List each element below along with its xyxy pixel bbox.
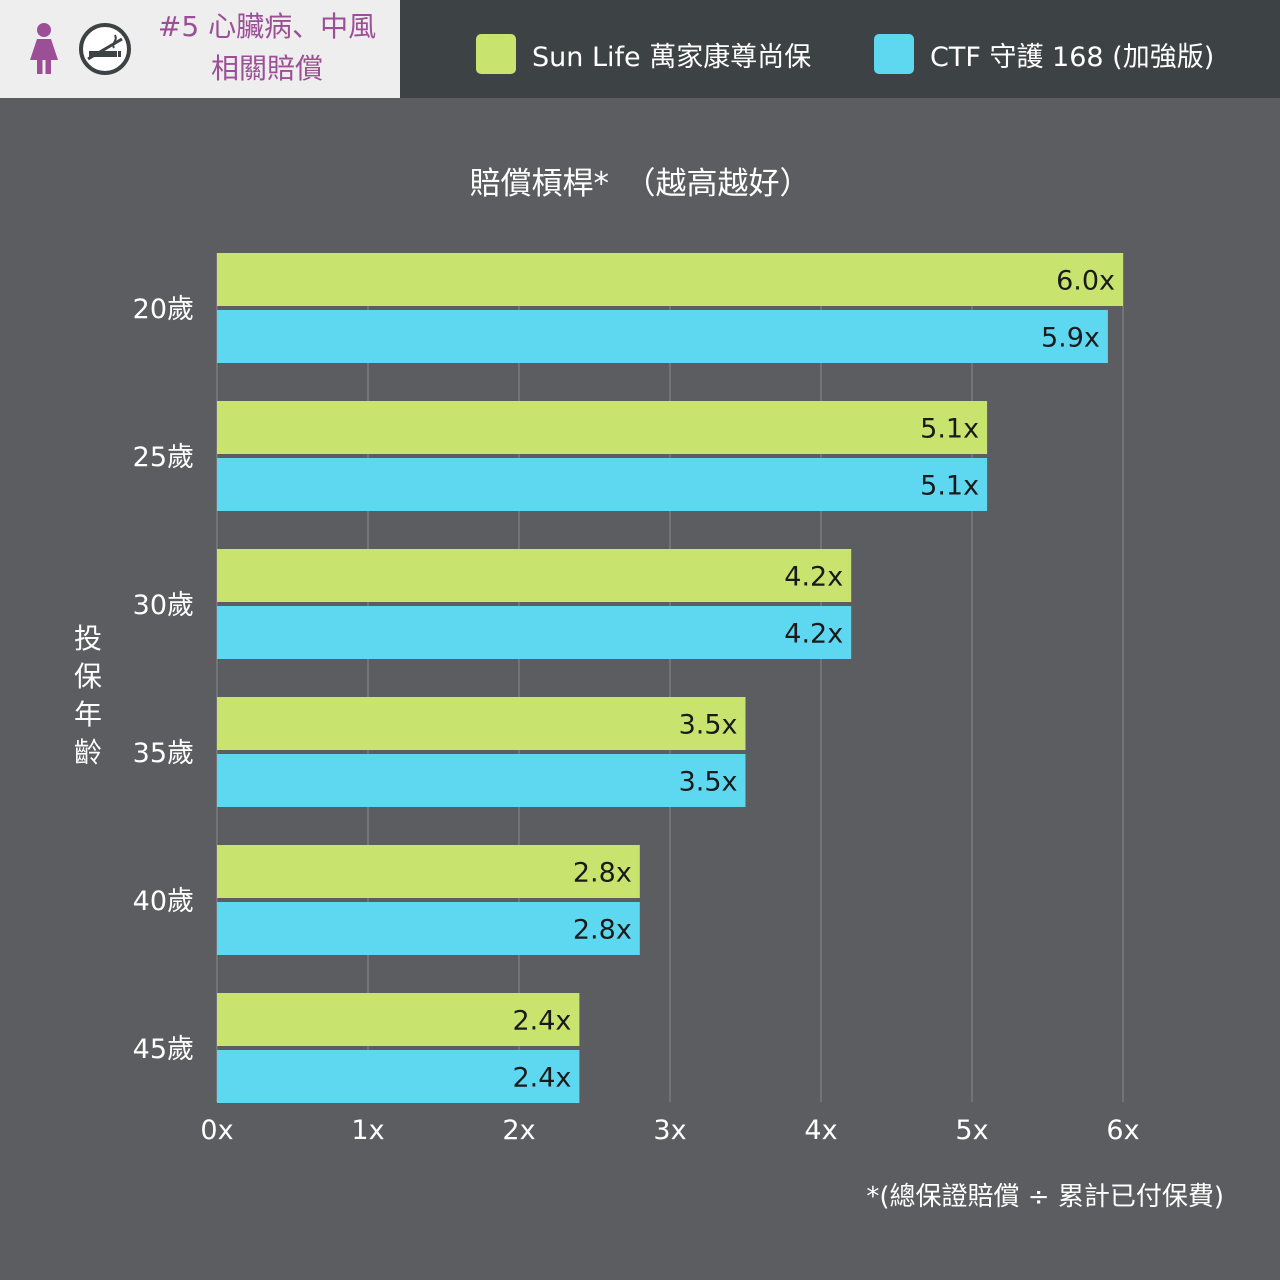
category-label-3: 35歲 [133, 738, 194, 769]
legend-label-ctf: CTF 守護 168 (加強版) [930, 41, 1215, 73]
data-label-1-5: 2.4x [512, 1063, 571, 1094]
bar-0-4 [217, 845, 640, 898]
bar-0-1 [217, 401, 988, 454]
x-tick-label-6: 6x [1106, 1115, 1139, 1146]
bar-1-5 [217, 1050, 580, 1103]
data-label-1-2: 4.2x [784, 619, 843, 650]
legend-item-sunlife: Sun Life 萬家康尊尚保 [476, 33, 811, 75]
legend-swatch-ctf [874, 34, 914, 74]
data-label-1-3: 3.5x [679, 767, 738, 798]
data-label-0-2: 4.2x [784, 562, 843, 593]
data-label-1-0: 5.9x [1041, 323, 1100, 354]
y-axis-label-char-0: 投 [73, 622, 102, 655]
badge-title-line2: 相關賠償 [210, 52, 323, 85]
category-badge: #5 心臟病、中風 相關賠償 [0, 0, 400, 98]
x-tick-label-5: 5x [955, 1115, 988, 1146]
bar-1-1 [217, 458, 988, 511]
bar-0-3 [217, 697, 746, 750]
no-smoking-icon [79, 23, 131, 75]
bar-1-0 [217, 310, 1108, 363]
badge-title-line1: #5 心臟病、中風 [157, 10, 377, 43]
chart-title: 賠償槓桿* （越高越好） [469, 166, 811, 202]
data-label-0-5: 2.4x [512, 1006, 571, 1037]
legend-swatch-sunlife [476, 34, 516, 74]
y-axis-label-char-2: 年 [73, 698, 102, 731]
data-label-0-3: 3.5x [679, 710, 738, 741]
data-label-1-1: 5.1x [920, 471, 979, 502]
x-tick-label-3: 3x [653, 1115, 686, 1146]
data-label-0-4: 2.8x [573, 858, 632, 889]
x-tick-label-2: 2x [502, 1115, 535, 1146]
legend-item-ctf: CTF 守護 168 (加強版) [874, 33, 1214, 75]
y-axis-label: 投保年齡 [70, 620, 106, 772]
y-axis-label-char-3: 齡 [73, 736, 102, 769]
data-label-0-0: 6.0x [1056, 266, 1115, 297]
category-label-2: 30歲 [133, 590, 194, 621]
bar-0-2 [217, 549, 852, 602]
data-label-0-1: 5.1x [920, 414, 979, 445]
category-label-0: 20歲 [133, 294, 194, 325]
bar-1-2 [217, 606, 852, 659]
y-axis-label-char-1: 保 [73, 660, 102, 693]
footnote: *(總保證賠償 ÷ 累計已付保費) [866, 1182, 1224, 1212]
category-label-1: 25歲 [133, 442, 194, 473]
data-label-1-4: 2.8x [573, 915, 632, 946]
bar-0-5 [217, 993, 580, 1046]
category-label-5: 45歲 [133, 1034, 194, 1065]
bar-1-3 [217, 754, 746, 807]
legend-label-sunlife: Sun Life 萬家康尊尚保 [532, 41, 812, 73]
x-tick-label-4: 4x [804, 1115, 837, 1146]
bar-0-0 [217, 253, 1123, 306]
badge-title: #5 心臟病、中風 相關賠償 [136, 6, 398, 90]
x-tick-label-1: 1x [351, 1115, 384, 1146]
woman-icon [30, 23, 58, 74]
bar-1-4 [217, 902, 640, 955]
x-tick-label-0: 0x [200, 1115, 233, 1146]
category-label-4: 40歲 [133, 886, 194, 917]
